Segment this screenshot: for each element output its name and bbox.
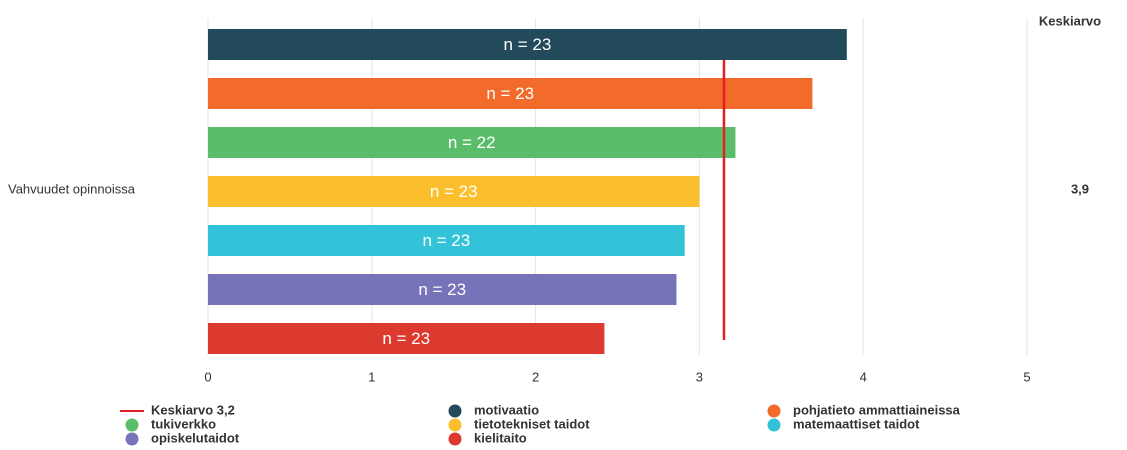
x-tick-label: 1 bbox=[368, 369, 375, 384]
legend-dot bbox=[767, 418, 781, 432]
side-value: 3,9 bbox=[1071, 181, 1089, 196]
value-label: n = 23 bbox=[382, 329, 430, 348]
legend-label: tukiverkko bbox=[151, 416, 216, 431]
legend-label: motivaatio bbox=[474, 402, 539, 417]
legend-dot bbox=[125, 432, 139, 446]
legend-dot bbox=[448, 432, 462, 446]
bar bbox=[208, 78, 813, 109]
value-label: n = 23 bbox=[504, 35, 552, 54]
value-label: n = 23 bbox=[486, 84, 534, 103]
x-tick-label: 2 bbox=[532, 369, 539, 384]
bar bbox=[208, 29, 847, 60]
legend-dot bbox=[448, 418, 462, 432]
x-tick-label: 4 bbox=[860, 369, 867, 384]
legend-label: opiskelutaidot bbox=[151, 430, 240, 445]
legend-label: Keskiarvo 3,2 bbox=[151, 402, 235, 417]
bar bbox=[208, 323, 605, 354]
legend-dot bbox=[448, 404, 462, 418]
legend-label: kielitaito bbox=[474, 430, 527, 445]
bar bbox=[208, 127, 736, 158]
x-tick-label: 0 bbox=[204, 369, 211, 384]
category-label: Vahvuudet opinnoissa bbox=[8, 181, 136, 196]
legend-dot bbox=[767, 404, 781, 418]
value-label: n = 23 bbox=[430, 182, 478, 201]
value-label: n = 23 bbox=[422, 231, 470, 250]
x-tick-label: 3 bbox=[696, 369, 703, 384]
side-header: Keskiarvo bbox=[1039, 13, 1101, 28]
legend-label: matemaattiset taidot bbox=[793, 416, 920, 431]
bar bbox=[208, 176, 700, 207]
value-label: n = 22 bbox=[448, 133, 496, 152]
legend-label: pohjatieto ammattiaineissa bbox=[793, 402, 961, 417]
legend-label: tietotekniset taidot bbox=[474, 416, 590, 431]
bar bbox=[208, 274, 677, 305]
legend-dot bbox=[125, 418, 139, 432]
bar bbox=[208, 225, 685, 256]
x-tick-label: 5 bbox=[1023, 369, 1030, 384]
value-label: n = 23 bbox=[418, 280, 466, 299]
